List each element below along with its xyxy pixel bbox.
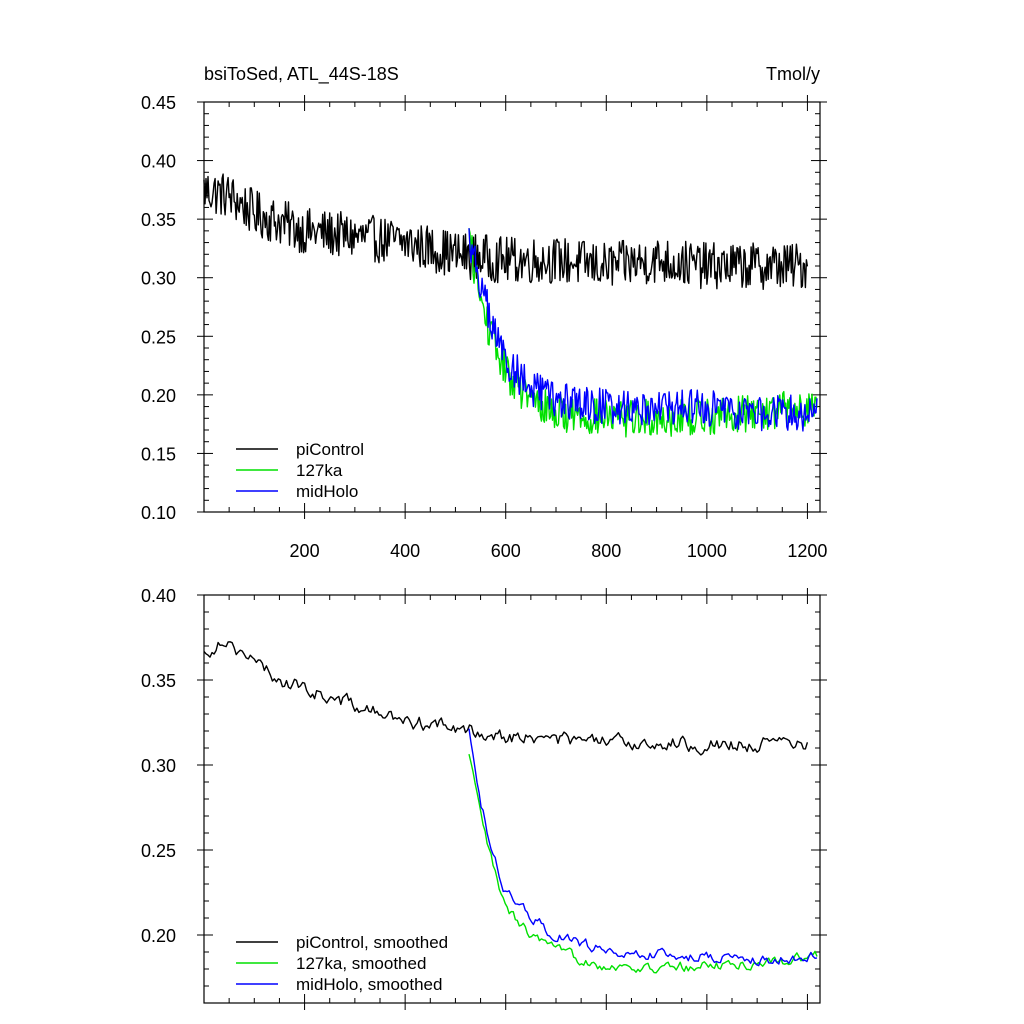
x-tick-label: 200 xyxy=(290,541,320,561)
y-tick-label: 0.10 xyxy=(141,503,176,523)
y-tick-label: 0.45 xyxy=(141,93,176,113)
legend-label: piControl, smoothed xyxy=(296,933,448,952)
plot-frame xyxy=(203,101,821,513)
series-line-midholo-smoothed xyxy=(468,728,818,967)
y-tick-label: 0.40 xyxy=(141,152,176,172)
chart-units: Tmol/y xyxy=(766,64,820,84)
y-tick-label: 0.25 xyxy=(141,327,176,347)
x-tick-label: 800 xyxy=(591,541,621,561)
y-tick-label: 0.15 xyxy=(141,444,176,464)
x-tick-label: 1200 xyxy=(787,541,827,561)
x-tick-label: 1000 xyxy=(687,541,727,561)
legend-label: midHolo, smoothed xyxy=(296,975,442,994)
series-line-127ka xyxy=(468,228,818,438)
y-tick-label: 0.20 xyxy=(141,926,176,946)
series-line-127ka-smoothed xyxy=(468,753,818,974)
y-tick-label: 0.20 xyxy=(141,386,176,406)
chart-title: bsiToSed, ATL_44S-18S xyxy=(204,64,399,85)
y-tick-label: 0.40 xyxy=(141,586,176,606)
legend-label: 127ka xyxy=(296,461,343,480)
y-tick-label: 0.25 xyxy=(141,841,176,861)
y-tick-label: 0.30 xyxy=(141,756,176,776)
y-tick-label: 0.35 xyxy=(141,210,176,230)
y-tick-label: 0.35 xyxy=(141,671,176,691)
top-panel: 200 400 600 800 1000 1200 0.10 0.15 0.20 0.25 0.30… xyxy=(141,93,827,561)
legend-label: 127ka, smoothed xyxy=(296,954,426,973)
x-tick-label: 600 xyxy=(491,541,521,561)
legend-label: midHolo xyxy=(296,482,358,501)
x-tick-label: 400 xyxy=(390,541,420,561)
series-line-picontrol-smoothed xyxy=(203,641,809,756)
bottom-panel: 0.20 0.25 0.30 0.35 0.40 piControl, smoothed 1… xyxy=(141,586,827,1010)
series-line-midholo xyxy=(468,228,818,432)
series-line-picontrol xyxy=(203,173,809,290)
y-tick-label: 0.30 xyxy=(141,269,176,289)
legend-label: piControl xyxy=(296,440,364,459)
